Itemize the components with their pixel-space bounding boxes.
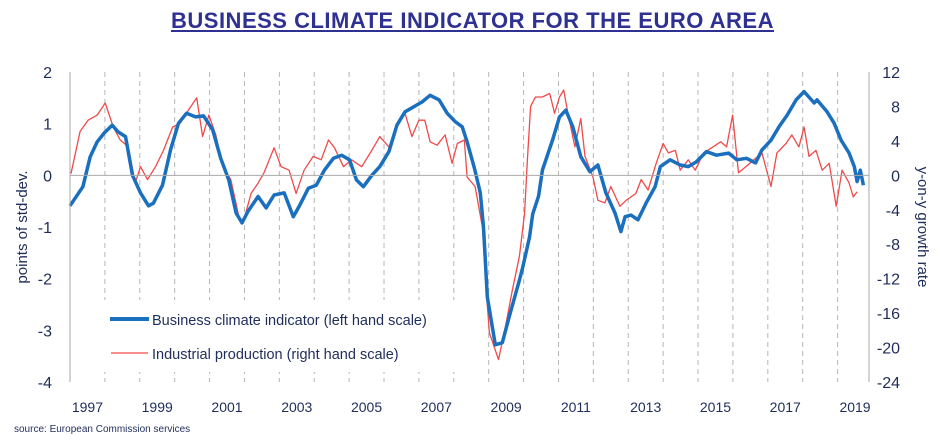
legend-label-bci: Business climate indicator (left hand sc…	[152, 313, 427, 329]
y-tick-right: 0	[891, 168, 900, 185]
y-tick-left: -3	[38, 323, 52, 340]
x-tick: 1997	[72, 399, 103, 415]
grid	[104, 72, 839, 382]
x-tick: 2005	[351, 399, 382, 415]
series-line-business-climate	[68, 89, 866, 347]
y-tick-left: -1	[38, 220, 52, 237]
y-tick-left: -4	[38, 375, 52, 392]
legend-background	[100, 300, 470, 372]
y-tick-right: 8	[891, 99, 900, 116]
y-tick-right: -20	[877, 341, 900, 358]
series-layer	[68, 89, 866, 361]
axes: 2 1 0 -1 -2 -3 -4 12 8 4 0 -4 -8 -12 -16 -20 -24 1997 1999…	[38, 65, 900, 415]
x-tick: 2009	[491, 399, 522, 415]
y-tick-left: 0	[43, 168, 52, 185]
y-tick-right: 4	[891, 134, 900, 151]
x-tick: 2015	[700, 399, 731, 415]
legend: Business climate indicator (left hand sc…	[100, 300, 470, 372]
x-tick: 1999	[142, 399, 173, 415]
x-tick: 2019	[839, 399, 870, 415]
x-tick: 2011	[561, 399, 591, 415]
x-tick: 2003	[281, 399, 312, 415]
y-tick-right: -16	[877, 306, 900, 323]
chart-title: BUSINESS CLIMATE INDICATOR FOR THE EURO …	[171, 8, 774, 33]
source-note: source: European Commission services	[14, 424, 191, 435]
y-tick-right: -12	[877, 272, 900, 289]
y-axis-right-title: y-on-y growth rate	[914, 167, 931, 288]
y-tick-right: -24	[877, 375, 900, 392]
y-tick-left: -2	[38, 272, 52, 289]
x-tick: 2007	[421, 399, 452, 415]
y-tick-left: 2	[43, 65, 52, 82]
legend-label-ip: Industrial production (right hand scale)	[152, 347, 399, 363]
y-tick-right: -4	[886, 203, 900, 220]
y-tick-right: 12	[882, 65, 900, 82]
x-tick: 2013	[630, 399, 661, 415]
x-tick: 2001	[211, 399, 242, 415]
y-tick-left: 1	[43, 117, 52, 134]
x-tick: 2017	[770, 399, 801, 415]
y-axis-left-title: points of std-dev.	[14, 170, 31, 283]
y-tick-right: -8	[886, 237, 900, 254]
